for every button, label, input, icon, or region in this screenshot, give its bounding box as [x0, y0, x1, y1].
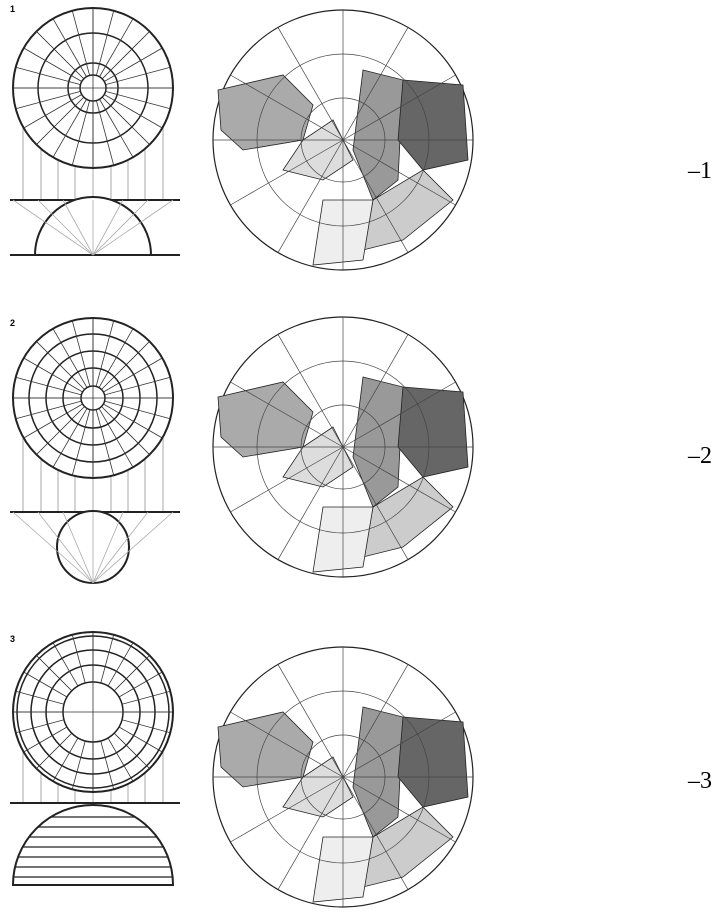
- figure: 1 –1 2 –2 3 –3: [0, 0, 728, 913]
- row-label: 3: [10, 634, 15, 644]
- row-caption: –3: [687, 768, 712, 794]
- row-label: 1: [10, 4, 15, 14]
- row-label: 2: [10, 318, 15, 328]
- row-caption: –1: [687, 158, 712, 184]
- row-caption: –2: [687, 443, 712, 469]
